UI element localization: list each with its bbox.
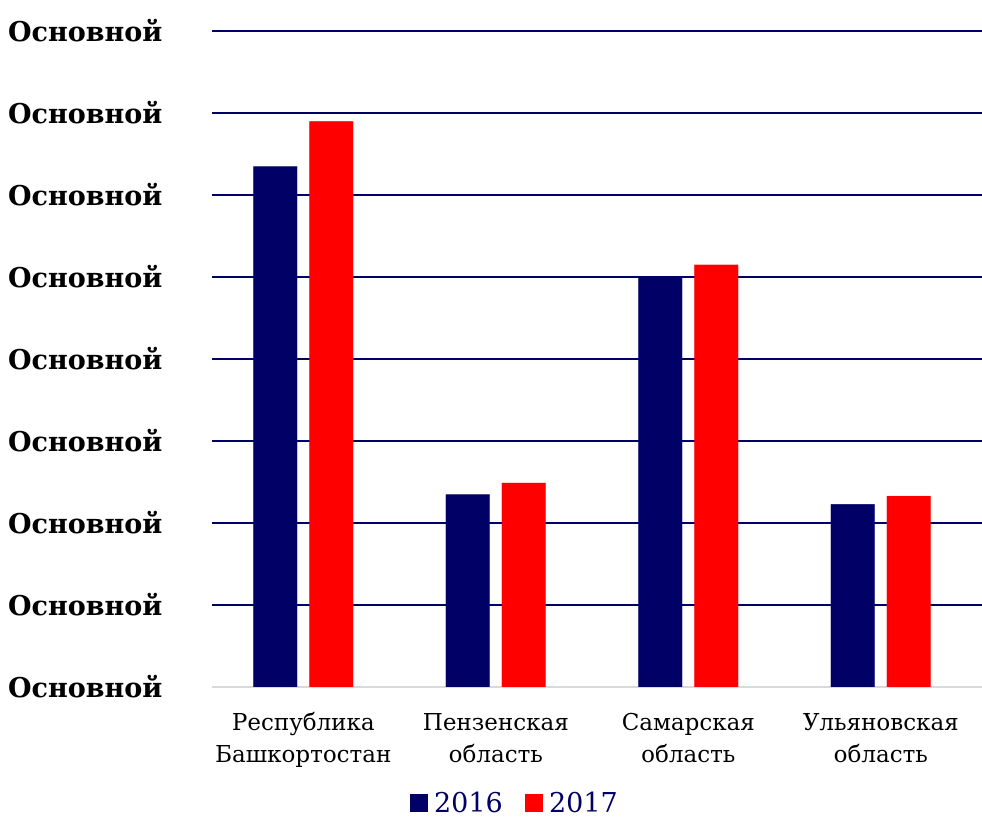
bar-2016-1	[445, 494, 490, 687]
y-tick-label: Основной	[8, 427, 162, 458]
bar-2017-3	[886, 495, 931, 687]
x-tick-label: Ульяновская область	[803, 710, 959, 768]
x-tick-label: Республика Башкортостан	[215, 710, 391, 768]
legend-swatch	[525, 794, 543, 812]
y-tick-label: Основной	[8, 673, 162, 704]
y-tick-label: Основной	[8, 99, 162, 130]
legend-label: 2017	[549, 788, 618, 819]
legend-label: 2016	[434, 788, 503, 819]
y-tick-label: Основной	[8, 509, 162, 540]
bar-2016-3	[830, 504, 875, 687]
legend: 2016 2017	[410, 788, 618, 819]
legend-item-2017: 2017	[525, 788, 618, 819]
x-axis-ticks: Республика Башкортостан Пензенская область С…	[215, 710, 959, 768]
y-tick-label: Основной	[8, 17, 162, 48]
x-tick-label: Пензенская область	[423, 710, 569, 768]
bars	[253, 121, 931, 688]
y-tick-label: Основной	[8, 263, 162, 294]
bar-2016-2	[638, 277, 683, 687]
legend-item-2016: 2016	[410, 788, 503, 819]
bar-2017-2	[694, 264, 739, 687]
bar-2016-0	[253, 166, 298, 688]
y-tick-label: Основной	[8, 345, 162, 376]
x-tick-label: Самарская область	[622, 710, 755, 768]
y-tick-label: Основной	[8, 181, 162, 212]
y-tick-label: Основной	[8, 591, 162, 622]
y-axis-ticks: Основной Основной Основной Основной Основной…	[8, 17, 162, 704]
bar-2017-0	[309, 121, 354, 687]
legend-swatch	[410, 794, 428, 812]
bar-2017-1	[501, 482, 546, 687]
